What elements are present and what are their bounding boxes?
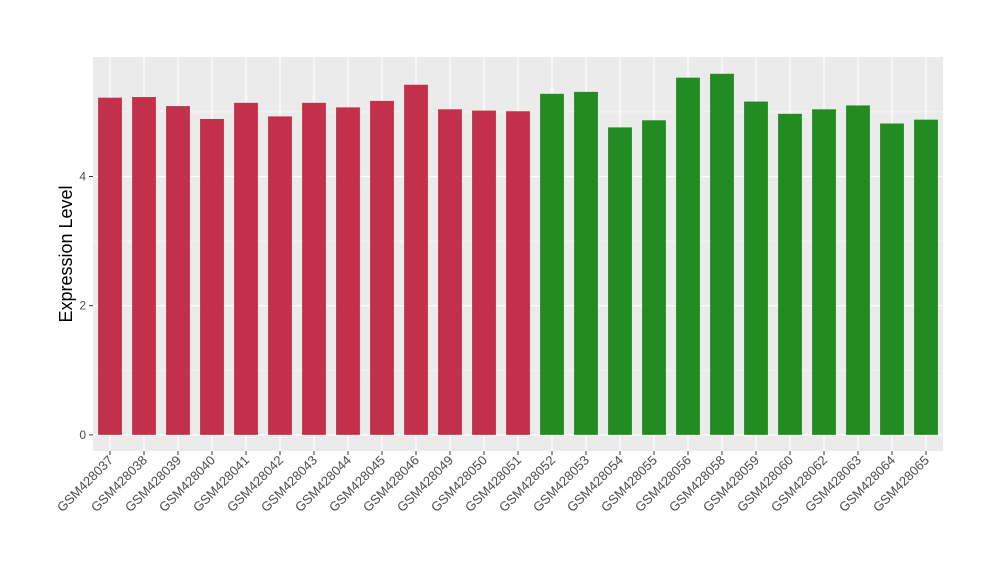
x-axis: GSM428037GSM428038GSM428039GSM428040GSM4… <box>54 451 932 515</box>
bar-GSM428043 <box>302 102 326 435</box>
y-axis-title: Expression Level <box>56 185 76 322</box>
bar-GSM428063 <box>846 105 870 435</box>
bar-GSM428045 <box>370 100 394 435</box>
bar-GSM428058 <box>710 73 734 435</box>
bar-GSM428056 <box>676 77 700 435</box>
bars-layer <box>98 73 938 435</box>
bar-GSM428065 <box>914 119 938 435</box>
bar-GSM428040 <box>200 119 224 435</box>
bar-GSM428037 <box>98 97 122 435</box>
bar-GSM428049 <box>438 109 462 435</box>
bar-GSM428051 <box>506 111 530 435</box>
bar-GSM428062 <box>812 109 836 435</box>
bar-GSM428050 <box>472 110 496 435</box>
y-tick-label: 4 <box>79 169 86 183</box>
bar-GSM428060 <box>778 113 802 435</box>
y-tick-label: 2 <box>79 299 86 313</box>
y-tick-label: 0 <box>79 428 86 442</box>
bar-GSM428055 <box>642 120 666 435</box>
bar-GSM428046 <box>404 84 428 435</box>
bar-GSM428041 <box>234 102 258 435</box>
bar-GSM428054 <box>608 127 632 435</box>
bar-GSM428042 <box>268 116 292 435</box>
bar-GSM428038 <box>132 97 156 435</box>
bar-GSM428039 <box>166 106 190 435</box>
y-axis: 0 2 4 <box>79 169 93 442</box>
bar-GSM428053 <box>574 91 598 435</box>
bar-GSM428044 <box>336 107 360 435</box>
bar-GSM428064 <box>880 123 904 435</box>
bar-GSM428059 <box>744 101 768 435</box>
bar-GSM428052 <box>540 93 564 435</box>
